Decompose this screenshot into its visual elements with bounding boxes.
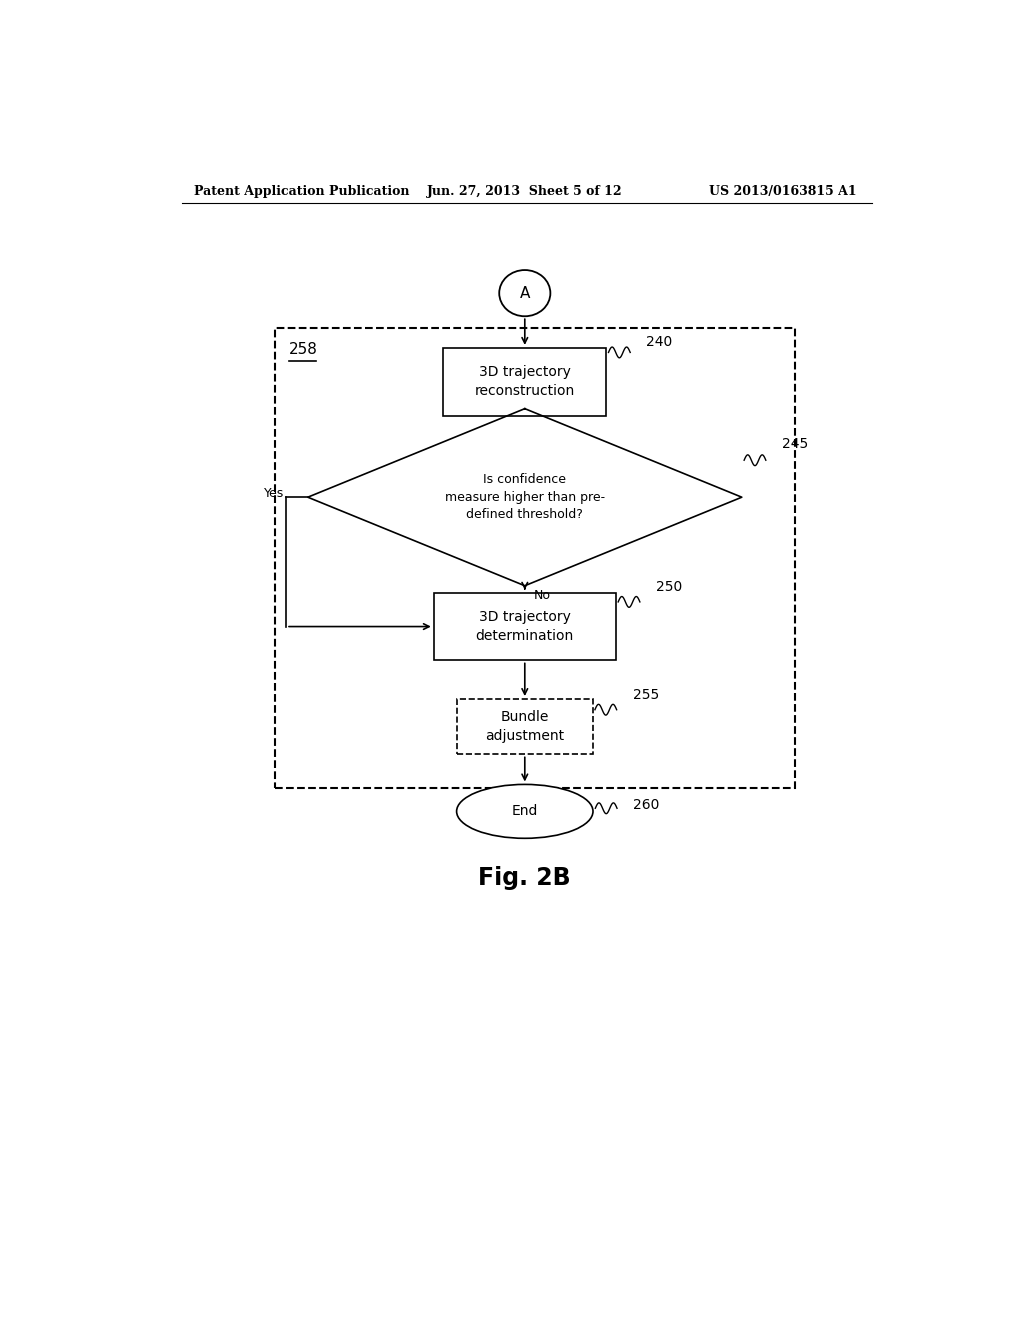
Text: Yes: Yes bbox=[264, 487, 285, 500]
Bar bbox=[457, 700, 593, 755]
Text: 255: 255 bbox=[633, 688, 659, 702]
Text: 3D trajectory
reconstruction: 3D trajectory reconstruction bbox=[475, 364, 574, 399]
Text: Bundle
adjustment: Bundle adjustment bbox=[485, 710, 564, 743]
Text: No: No bbox=[535, 589, 551, 602]
Text: 3D trajectory
determination: 3D trajectory determination bbox=[476, 610, 573, 643]
Text: End: End bbox=[512, 804, 538, 818]
Text: Patent Application Publication: Patent Application Publication bbox=[194, 185, 410, 198]
Ellipse shape bbox=[457, 784, 593, 838]
Text: 260: 260 bbox=[633, 799, 659, 812]
Bar bbox=[443, 348, 606, 416]
Text: Jun. 27, 2013  Sheet 5 of 12: Jun. 27, 2013 Sheet 5 of 12 bbox=[427, 185, 623, 198]
Ellipse shape bbox=[500, 271, 550, 317]
Bar bbox=[434, 593, 615, 660]
Text: 240: 240 bbox=[646, 335, 673, 348]
Text: 258: 258 bbox=[289, 342, 318, 356]
Polygon shape bbox=[308, 409, 741, 586]
Text: US 2013/0163815 A1: US 2013/0163815 A1 bbox=[709, 185, 856, 198]
Text: 250: 250 bbox=[656, 579, 682, 594]
Text: Is confidence
measure higher than pre-
defined threshold?: Is confidence measure higher than pre- d… bbox=[444, 473, 605, 521]
Text: A: A bbox=[519, 285, 530, 301]
Text: 245: 245 bbox=[782, 437, 808, 450]
Text: Fig. 2B: Fig. 2B bbox=[478, 866, 571, 891]
Bar bbox=[275, 327, 795, 788]
